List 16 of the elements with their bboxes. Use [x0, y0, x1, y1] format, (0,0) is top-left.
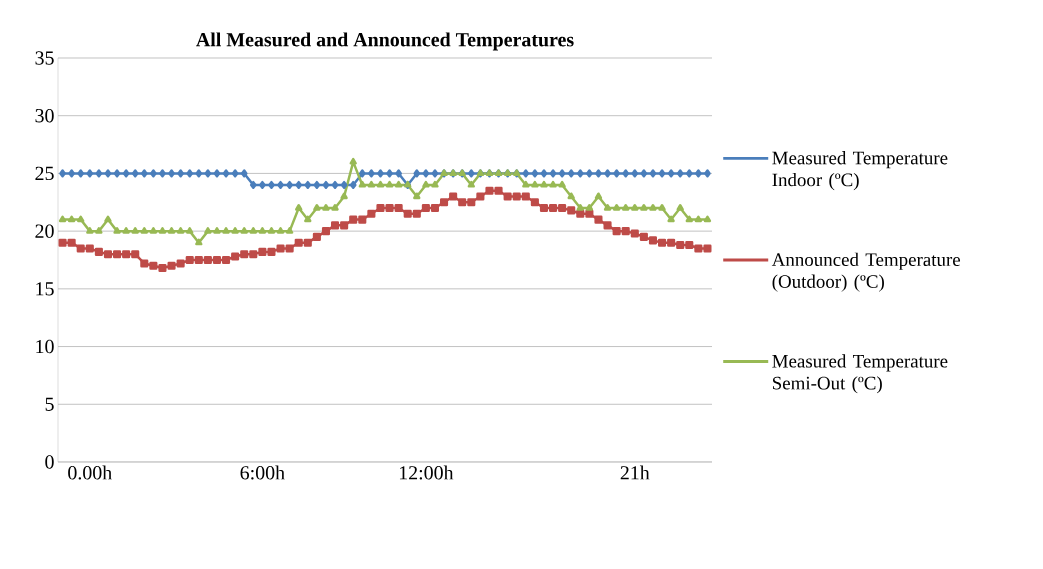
y-tick-label: 25: [35, 166, 54, 181]
legend-label: Measured Temperature Indoor (ºC): [772, 151, 948, 191]
x-tick-label: 21h: [620, 465, 650, 480]
y-tick-label: 15: [36, 282, 54, 296]
y-tick-label: 20: [35, 224, 54, 238]
y-tick-label: 35: [35, 51, 54, 65]
legend-label: Measured Temperature Semi-Out (ºC): [772, 354, 948, 394]
y-tick-label: 0: [45, 455, 54, 469]
y-tick-label: 5: [45, 397, 54, 411]
x-tick-label: 0.00h: [68, 465, 112, 480]
legend-label: Announced Temperature (Outdoor) (ºC): [771, 252, 961, 292]
y-tick-label: 10: [36, 339, 54, 354]
y-tick-label: 30: [35, 108, 54, 123]
x-tick-label: 6:00h: [240, 465, 285, 480]
x-tick-label: 12:00h: [399, 465, 454, 480]
chart-title: All Measured and Announced Temperatures: [196, 32, 574, 51]
